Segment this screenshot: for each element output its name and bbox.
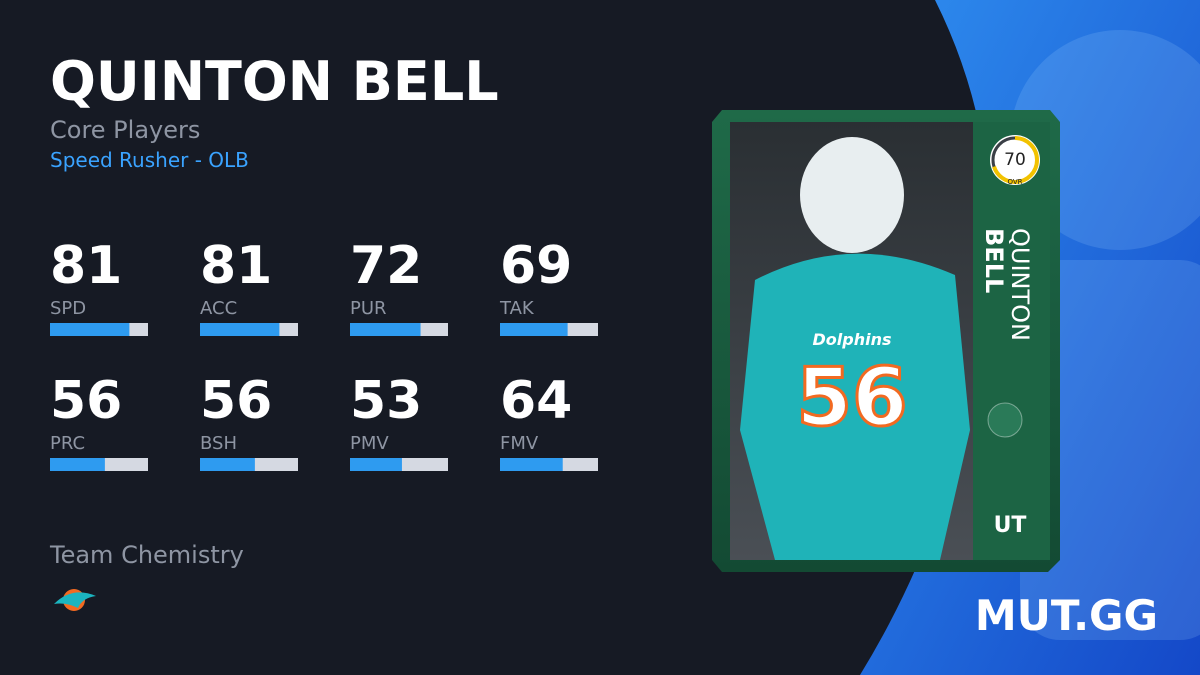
card-team-logo	[987, 402, 1023, 438]
jersey-text: Dolphins	[813, 330, 892, 349]
ovr-badge	[990, 135, 1040, 185]
program: Core Players	[50, 116, 200, 144]
stat-label: ACC	[200, 298, 237, 319]
stat-value: 64	[500, 371, 572, 431]
stat-label: TAK	[499, 298, 535, 319]
stat-bar	[50, 323, 130, 336]
card-last-name: BELL	[980, 228, 1008, 293]
ovr-label: OVR	[1007, 178, 1022, 186]
stat-value: 81	[200, 236, 272, 296]
stat-label: PUR	[350, 298, 387, 319]
card-first-name: QUINTON	[1006, 228, 1034, 341]
stat-label: PMV	[350, 433, 389, 454]
stat-bar	[50, 458, 105, 471]
card-side-strip	[973, 122, 1050, 560]
stat-bar	[500, 458, 563, 471]
stat-value: 81	[50, 236, 122, 296]
stat-label: BSH	[200, 433, 237, 454]
ovr-value: 70	[1004, 150, 1026, 170]
stat-value: 56	[200, 371, 272, 431]
team-logo	[54, 589, 96, 611]
brand-logo: MUT.GG	[975, 591, 1158, 640]
helmet	[800, 137, 904, 253]
stat-value: 53	[350, 371, 422, 431]
card-tag: UT	[994, 513, 1027, 538]
archetype: Speed Rusher - OLB	[50, 148, 249, 172]
jersey-number: 56	[796, 351, 907, 444]
stat-label: FMV	[500, 433, 539, 454]
stat-bar	[200, 458, 255, 471]
stat-label: PRC	[50, 433, 85, 454]
stat-bar	[350, 323, 421, 336]
player-card: Dolphins 56 70 OVR QUINTON BELL UT	[712, 110, 1060, 572]
stat-bar	[200, 323, 280, 336]
stat-bar	[350, 458, 402, 471]
ovr-ring	[991, 136, 1039, 184]
team-chemistry-label: Team Chemistry	[49, 541, 244, 569]
player-name: QUINTON BELL	[50, 50, 499, 113]
stat-bar	[500, 323, 568, 336]
stat-label: SPD	[50, 298, 86, 319]
jersey	[740, 253, 970, 560]
stat-value: 69	[500, 236, 572, 296]
stat-value: 56	[50, 371, 122, 431]
stat-value: 72	[350, 236, 422, 296]
